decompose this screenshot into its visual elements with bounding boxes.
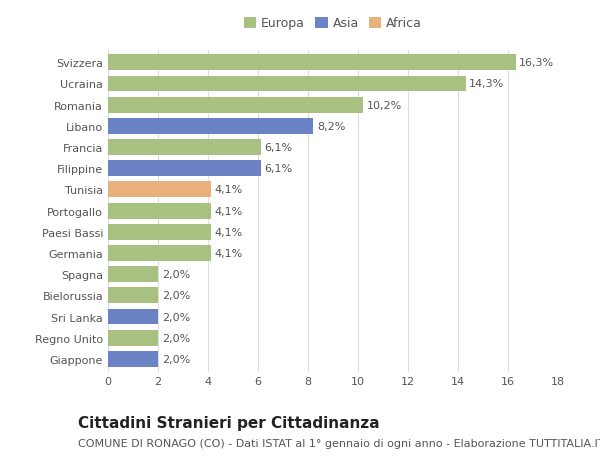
Bar: [108, 309, 158, 325]
Bar: [108, 246, 211, 261]
Text: 4,1%: 4,1%: [214, 185, 242, 195]
Bar: [108, 76, 466, 92]
Bar: [108, 161, 260, 177]
Text: 8,2%: 8,2%: [317, 122, 345, 132]
Bar: [108, 55, 515, 71]
Text: 4,1%: 4,1%: [214, 227, 242, 237]
Bar: [108, 119, 313, 134]
Text: 14,3%: 14,3%: [469, 79, 505, 90]
Text: 16,3%: 16,3%: [519, 58, 554, 68]
Text: COMUNE DI RONAGO (CO) - Dati ISTAT al 1° gennaio di ogni anno - Elaborazione TUT: COMUNE DI RONAGO (CO) - Dati ISTAT al 1°…: [78, 438, 600, 448]
Bar: [108, 288, 158, 303]
Text: 10,2%: 10,2%: [367, 101, 402, 111]
Bar: [108, 203, 211, 219]
Text: 4,1%: 4,1%: [214, 248, 242, 258]
Bar: [108, 97, 363, 113]
Text: 2,0%: 2,0%: [162, 291, 190, 301]
Bar: [108, 267, 158, 282]
Bar: [108, 182, 211, 198]
Bar: [108, 224, 211, 240]
Text: 2,0%: 2,0%: [162, 354, 190, 364]
Text: 4,1%: 4,1%: [214, 206, 242, 216]
Text: 2,0%: 2,0%: [162, 333, 190, 343]
Bar: [108, 351, 158, 367]
Text: Cittadini Stranieri per Cittadinanza: Cittadini Stranieri per Cittadinanza: [78, 415, 380, 431]
Text: 6,1%: 6,1%: [264, 143, 292, 153]
Bar: [108, 330, 158, 346]
Legend: Europa, Asia, Africa: Europa, Asia, Africa: [241, 15, 425, 33]
Text: 6,1%: 6,1%: [264, 164, 292, 174]
Text: 2,0%: 2,0%: [162, 269, 190, 280]
Bar: [108, 140, 260, 156]
Text: 2,0%: 2,0%: [162, 312, 190, 322]
